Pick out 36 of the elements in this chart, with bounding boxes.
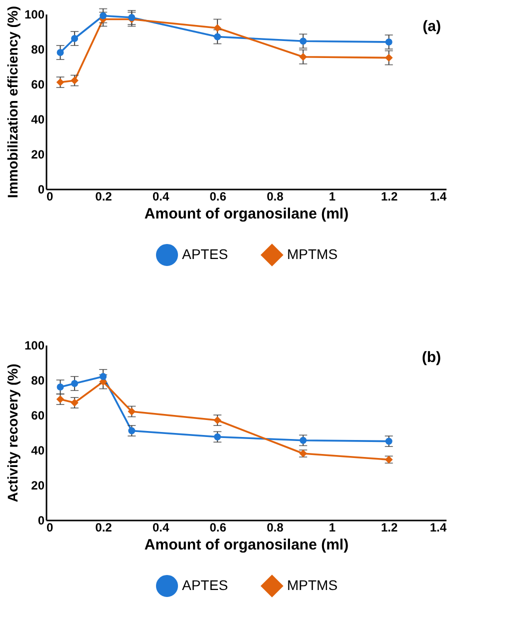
x-tick-label: 1.2 xyxy=(381,520,398,534)
y-axis-title: Immobilization efficiency (%) xyxy=(4,6,20,198)
annotation: (a) xyxy=(422,18,441,35)
y-tick-label: 100 xyxy=(24,338,45,352)
x-tick-label: 0.8 xyxy=(266,190,284,204)
x-tick-label: 0.4 xyxy=(152,520,170,534)
legend-label: MPTMS xyxy=(287,246,338,262)
y-tick-label: 20 xyxy=(31,478,45,492)
x-tick-label: 0 xyxy=(46,520,54,534)
x-axis-title: Amount of organosilane (ml) xyxy=(144,536,349,554)
y-tick-label: 60 xyxy=(31,78,45,92)
y-axis-title: Activity recovery (%) xyxy=(4,364,20,502)
y-tick-label: 40 xyxy=(31,112,45,126)
x-axis-title: Amount of organosilane (ml) xyxy=(144,206,349,222)
y-tick-label: 60 xyxy=(31,408,45,422)
annotation: (b) xyxy=(422,349,441,366)
x-tick-label: 0.4 xyxy=(152,190,170,204)
x-tick-label: 1.2 xyxy=(381,190,398,204)
x-tick-label: 1.4 xyxy=(430,190,447,204)
y-tick-label: 20 xyxy=(31,148,45,162)
y-tick-label: 80 xyxy=(31,374,45,388)
x-tick-label: 0.6 xyxy=(210,520,227,534)
x-tick-label: 1.4 xyxy=(430,520,447,534)
x-tick-label: 1 xyxy=(328,520,336,534)
y-tick-label: 80 xyxy=(31,42,45,56)
x-tick-label: 0.2 xyxy=(95,520,112,534)
x-tick-label: 0.6 xyxy=(210,190,227,204)
x-tick-label: 0 xyxy=(46,190,54,204)
legend-label: APTES xyxy=(182,246,228,262)
x-tick-label: 0.2 xyxy=(95,190,112,204)
legend-label: APTES xyxy=(182,577,228,593)
y-tick-label: 100 xyxy=(24,8,45,22)
x-tick-label: 1 xyxy=(328,190,336,204)
x-tick-label: 0.8 xyxy=(266,520,284,534)
y-tick-label: 40 xyxy=(31,444,45,458)
legend-label: MPTMS xyxy=(287,577,338,593)
